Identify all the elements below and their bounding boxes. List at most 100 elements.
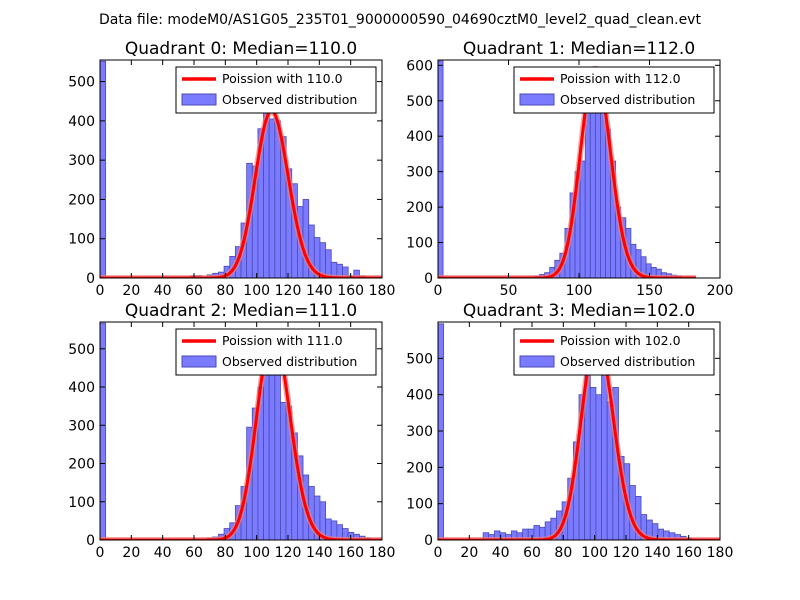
x-tick-label: 0 bbox=[96, 283, 105, 299]
x-tick-label: 50 bbox=[500, 283, 518, 299]
y-tick-label: 0 bbox=[424, 271, 433, 287]
y-tick-label: 500 bbox=[68, 75, 95, 91]
subplot-title: Quadrant 2: Median=111.0 bbox=[125, 301, 357, 321]
subplot-2: Quadrant 2: Median=111.00 20 40 60 80 100 120 1… bbox=[68, 301, 395, 561]
subplot-3: Quadrant 3: Median=102.00 20 40 60 80 100 120 1… bbox=[406, 301, 733, 561]
y-tick-label: 200 bbox=[406, 200, 433, 216]
subplot-0: Quadrant 0: Median=110.00 20 40 60 80 100 120 1… bbox=[68, 39, 395, 299]
x-tick-label: 180 bbox=[369, 545, 396, 561]
x-tick-label: 100 bbox=[243, 283, 270, 299]
x-tick-label: 140 bbox=[644, 545, 671, 561]
legend-bar-swatch bbox=[181, 93, 217, 106]
x-tick-label: 140 bbox=[306, 545, 333, 561]
histogram-bar bbox=[263, 369, 270, 540]
x-tick-label: 40 bbox=[492, 545, 510, 561]
x-tick-label: 100 bbox=[243, 545, 270, 561]
legend-line-label: Poission with 102.0 bbox=[560, 333, 681, 348]
y-tick-label: 100 bbox=[68, 232, 95, 248]
y-tick-label: 0 bbox=[86, 533, 95, 549]
legend-line-label: Poission with 111.0 bbox=[222, 333, 343, 348]
legend-bar-swatch bbox=[519, 355, 555, 368]
y-tick-label: 100 bbox=[406, 236, 433, 252]
x-tick-label: 180 bbox=[707, 545, 734, 561]
y-tick-label: 200 bbox=[406, 460, 433, 476]
histogram-bar bbox=[589, 386, 597, 540]
x-tick-label: 160 bbox=[337, 545, 364, 561]
x-tick-label: 40 bbox=[154, 283, 172, 299]
x-tick-label: 60 bbox=[185, 283, 203, 299]
histogram-bar bbox=[268, 118, 276, 278]
histogram-bar bbox=[274, 363, 281, 540]
histogram-bar bbox=[438, 60, 444, 278]
y-tick-label: 400 bbox=[68, 114, 95, 130]
y-tick-label: 300 bbox=[68, 418, 95, 434]
y-tick-label: 400 bbox=[68, 380, 95, 396]
y-tick-label: 200 bbox=[68, 192, 95, 208]
legend: Poission with 110.0 Observed distribution bbox=[175, 66, 377, 114]
x-tick-label: 60 bbox=[185, 545, 203, 561]
legend-line-label: Poission with 110.0 bbox=[222, 71, 343, 86]
x-tick-label: 120 bbox=[275, 283, 302, 299]
x-tick-label: 0 bbox=[434, 545, 443, 561]
y-tick-label: 0 bbox=[424, 533, 433, 549]
x-tick-label: 0 bbox=[434, 283, 443, 299]
subplot-1: Quadrant 1: Median=112.0 0 50 100 150 200 0 100… bbox=[406, 39, 733, 299]
y-tick-label: 100 bbox=[68, 495, 95, 511]
y-tick-label: 0 bbox=[86, 271, 95, 287]
y-tick-label: 500 bbox=[406, 94, 433, 110]
x-tick-label: 40 bbox=[154, 545, 172, 561]
x-tick-label: 80 bbox=[554, 545, 572, 561]
y-tick-label: 400 bbox=[406, 388, 433, 404]
legend-bar-label: Observed distribution bbox=[222, 354, 357, 369]
legend: Poission with 102.0 Observed distribution bbox=[513, 328, 715, 376]
x-tick-label: 20 bbox=[122, 283, 140, 299]
histogram-bar bbox=[100, 322, 107, 540]
x-tick-label: 20 bbox=[122, 545, 140, 561]
histogram-bar bbox=[325, 249, 332, 278]
x-tick-label: 120 bbox=[275, 545, 302, 561]
y-tick-label: 300 bbox=[406, 165, 433, 181]
y-tick-label: 500 bbox=[406, 351, 433, 367]
y-tick-label: 300 bbox=[406, 424, 433, 440]
histogram-bar bbox=[601, 372, 608, 540]
legend-bar-label: Observed distribution bbox=[222, 92, 357, 107]
x-tick-label: 200 bbox=[707, 283, 734, 299]
legend-bar-swatch bbox=[181, 355, 217, 368]
x-tick-label: 150 bbox=[636, 283, 663, 299]
legend-box bbox=[513, 66, 715, 114]
x-tick-label: 80 bbox=[216, 283, 234, 299]
legend-bar-swatch bbox=[519, 93, 555, 106]
axes-frame bbox=[99, 59, 383, 279]
y-tick-label: 500 bbox=[68, 342, 95, 358]
x-tick-label: 140 bbox=[306, 283, 333, 299]
legend: Poission with 111.0 Observed distribution bbox=[175, 328, 377, 376]
histogram-bar bbox=[595, 394, 602, 540]
histogram-bar bbox=[579, 160, 586, 278]
histogram-bar bbox=[280, 401, 287, 540]
x-tick-label: 160 bbox=[675, 545, 702, 561]
subplot-title: Quadrant 3: Median=102.0 bbox=[463, 301, 695, 321]
y-tick-label: 300 bbox=[68, 153, 95, 169]
suptitle: Data file: modeM0/AS1G05_235T01_90000005… bbox=[99, 12, 701, 28]
legend-bar-label: Observed distribution bbox=[560, 354, 695, 369]
y-tick-label: 600 bbox=[406, 58, 433, 74]
axes-frame bbox=[99, 321, 383, 541]
x-tick-label: 100 bbox=[566, 283, 593, 299]
histogram-bar bbox=[100, 60, 107, 278]
histogram-bar bbox=[438, 323, 445, 540]
x-tick-label: 180 bbox=[369, 283, 396, 299]
x-tick-label: 120 bbox=[613, 545, 640, 561]
y-tick-label: 400 bbox=[406, 129, 433, 145]
x-tick-label: 60 bbox=[523, 545, 541, 561]
legend: Poission with 112.0 Observed distribution bbox=[513, 66, 715, 114]
legend-line-label: Poission with 112.0 bbox=[560, 71, 681, 86]
legend-bar-label: Observed distribution bbox=[560, 92, 695, 107]
x-tick-label: 100 bbox=[581, 545, 608, 561]
x-tick-label: 160 bbox=[337, 283, 364, 299]
subplot-title: Quadrant 1: Median=112.0 bbox=[463, 39, 695, 59]
x-tick-label: 20 bbox=[460, 545, 478, 561]
y-tick-label: 100 bbox=[406, 497, 433, 513]
x-tick-label: 80 bbox=[216, 545, 234, 561]
x-tick-label: 0 bbox=[96, 545, 105, 561]
